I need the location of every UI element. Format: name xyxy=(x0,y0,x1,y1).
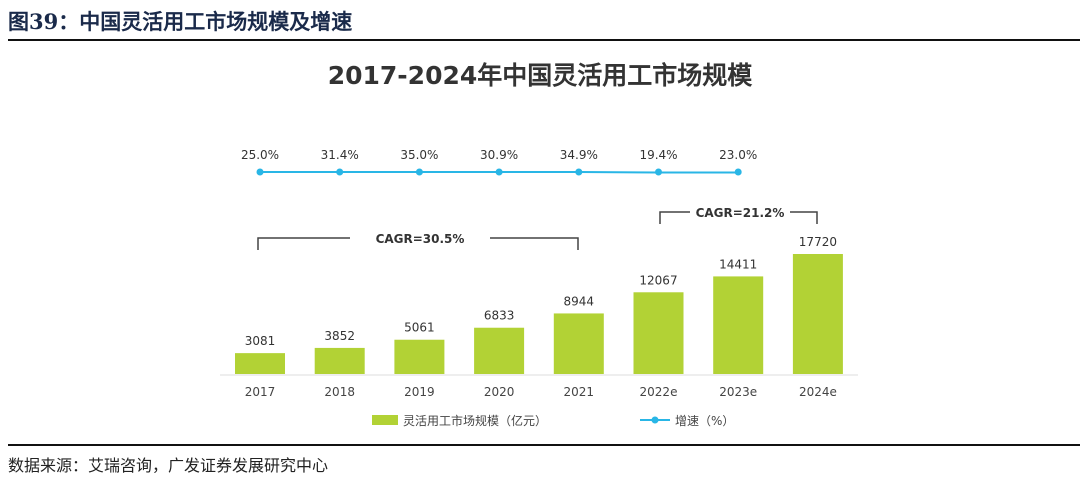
x-tick-label: 2023e xyxy=(719,385,757,399)
cagr-label-1: CAGR=30.5% xyxy=(376,232,465,246)
source-note: 数据来源：艾瑞咨询，广发证券发展研究中心 xyxy=(8,456,329,475)
bar-2017 xyxy=(235,353,285,374)
growth-point xyxy=(256,168,264,176)
chart-title: 2017-2024年中国灵活用工市场规模 xyxy=(328,61,754,90)
growth-point xyxy=(575,168,583,176)
bar-value-label: 3852 xyxy=(324,329,355,343)
growth-label: 23.0% xyxy=(719,148,757,162)
legend-line-marker xyxy=(651,416,659,424)
bar-2019 xyxy=(394,339,445,374)
growth-label: 25.0% xyxy=(241,148,279,162)
bar-value-label: 8944 xyxy=(564,294,595,308)
x-tick-label: 2018 xyxy=(324,385,355,399)
x-tick-label: 2019 xyxy=(404,385,435,399)
x-tick-label: 2022e xyxy=(640,385,678,399)
x-tick-label: 2021 xyxy=(564,385,595,399)
legend-bar-swatch xyxy=(372,415,398,425)
legend-line-label: 增速（%） xyxy=(675,414,734,428)
bar-value-label: 14411 xyxy=(719,257,757,271)
bar-value-label: 12067 xyxy=(639,273,677,287)
bar-value-label: 3081 xyxy=(245,334,276,348)
figure-title: 图39：中国灵活用工市场规模及增速 xyxy=(8,9,353,34)
cagr-bracket-1 xyxy=(257,237,579,250)
growth-label: 31.4% xyxy=(321,148,359,162)
growth-point xyxy=(495,168,503,176)
bar-2023e xyxy=(713,276,764,374)
top-rule xyxy=(8,39,1080,41)
bar-value-label: 6833 xyxy=(484,309,515,323)
growth-point xyxy=(415,168,423,176)
bar-value-label: 17720 xyxy=(799,235,837,249)
growth-point xyxy=(734,168,742,176)
growth-point xyxy=(336,168,344,176)
bar-2024e xyxy=(792,254,843,374)
x-tick-label: 2017 xyxy=(245,385,276,399)
growth-label: 19.4% xyxy=(639,148,677,162)
bottom-rule xyxy=(8,444,1080,446)
growth-label: 35.0% xyxy=(400,148,438,162)
x-tick-label: 2020 xyxy=(484,385,515,399)
legend-bar-label: 灵活用工市场规模（亿元） xyxy=(403,413,547,428)
bar-2018 xyxy=(314,347,365,374)
growth-point xyxy=(655,168,662,176)
growth-label: 30.9% xyxy=(480,148,518,162)
bar-2020 xyxy=(474,327,525,374)
bar-2022e xyxy=(633,292,684,374)
growth-label: 34.9% xyxy=(560,148,598,162)
bar-2021 xyxy=(553,313,604,374)
cagr-bracket-2 xyxy=(659,211,818,224)
x-tick-label: 2024e xyxy=(799,385,837,399)
bar-value-label: 5061 xyxy=(404,321,435,335)
cagr-label-2: CAGR=21.2% xyxy=(696,206,785,220)
